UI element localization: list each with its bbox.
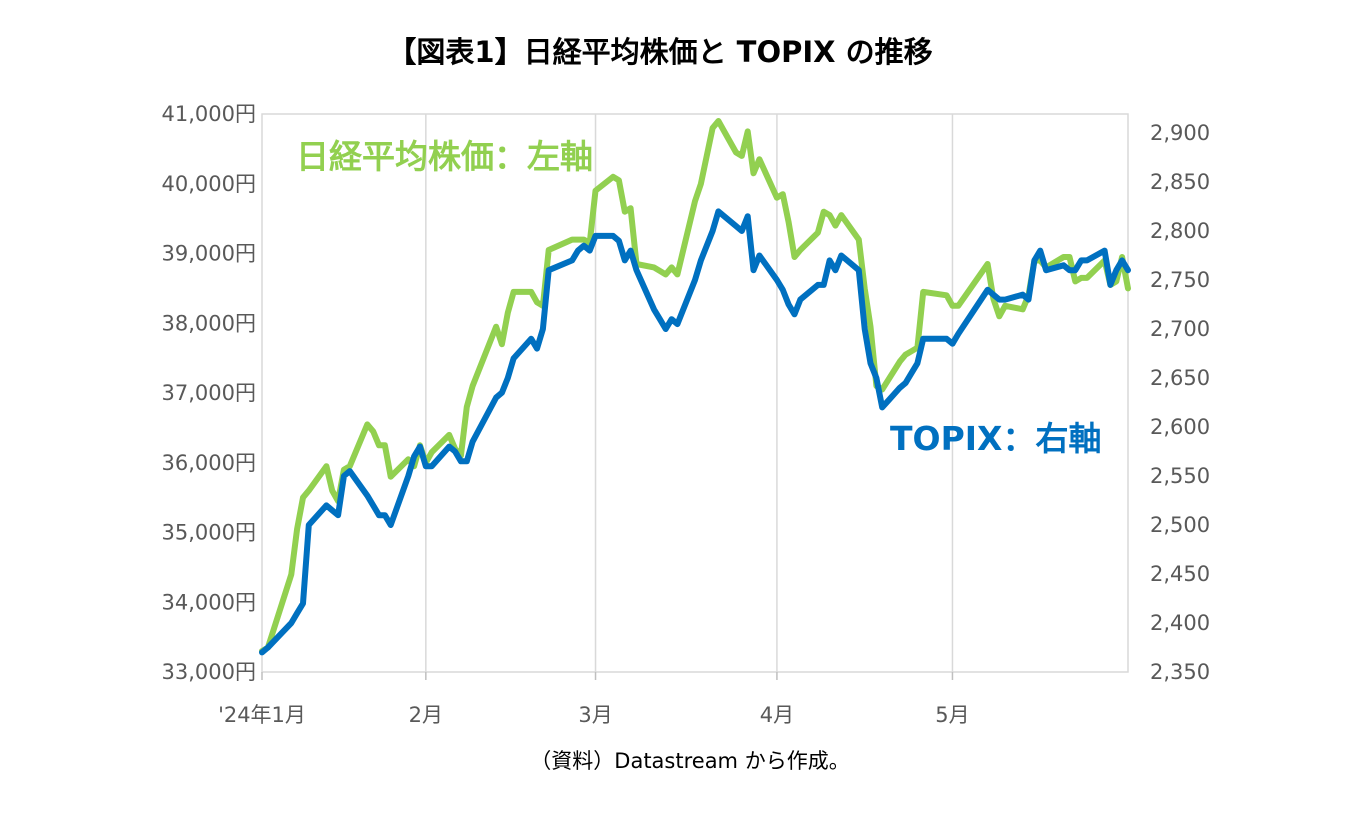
x-axis: '24年1月 2月 3月 4月 5月 [218,672,970,727]
left-tick-label: 33,000円 [162,660,256,684]
left-tick-label: 41,000円 [162,102,256,126]
right-tick-label: 2,500 [1150,513,1210,537]
left-tick-label: 39,000円 [162,242,256,266]
left-axis: 41,000円 40,000円 39,000円 38,000円 37,000円 36,00… [162,102,256,684]
series-lines [259,118,1131,656]
x-tick-label: '24年1月 [218,703,306,727]
right-tick-label: 2,750 [1150,268,1210,292]
topix-series-label: TOPIX：右軸 [890,419,1101,458]
left-tick-label: 34,000円 [162,590,256,614]
right-tick-label: 2,550 [1150,464,1210,488]
right-tick-label: 2,600 [1150,415,1210,439]
right-tick-label: 2,850 [1150,170,1210,194]
left-tick-label: 36,000円 [162,451,256,475]
chart-title: 【図表1】日経平均株価と TOPIX の推移 [387,35,932,69]
left-tick-label: 40,000円 [162,172,256,196]
nikkei-series-label: 日経平均株価：左軸 [296,137,593,176]
source-note: （資料）Datastream から作成。 [530,749,849,773]
x-tick-label: 3月 [578,703,612,727]
plot-frame [261,113,1129,673]
right-tick-label: 2,900 [1150,121,1210,145]
x-tick-label: 2月 [409,703,443,727]
right-tick-label: 2,450 [1150,562,1210,586]
x-tick-label: 5月 [935,703,969,727]
right-axis: 2,900 2,850 2,800 2,750 2,700 2,650 2,600 2,550… [1150,121,1210,684]
left-tick-label: 35,000円 [162,521,256,545]
left-tick-label: 37,000円 [162,381,256,405]
nikkei-line [259,118,1131,655]
topix-line [259,208,1131,656]
right-tick-label: 2,800 [1150,219,1210,243]
right-tick-label: 2,400 [1150,611,1210,635]
right-tick-label: 2,350 [1150,660,1210,684]
x-tick-label: 4月 [760,703,794,727]
right-tick-label: 2,700 [1150,317,1210,341]
right-tick-label: 2,650 [1150,366,1210,390]
left-tick-label: 38,000円 [162,311,256,335]
